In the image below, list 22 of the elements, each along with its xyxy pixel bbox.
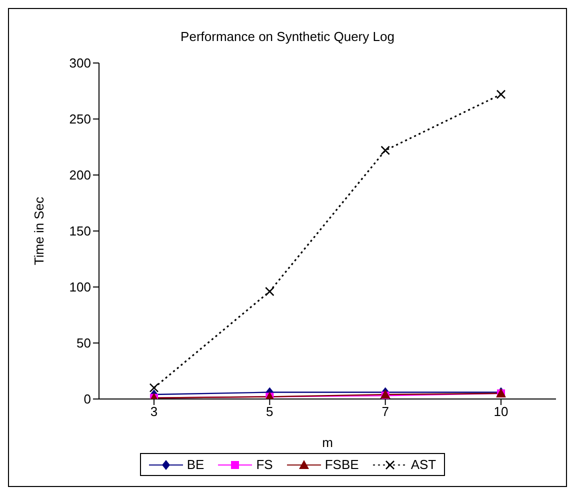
point — [265, 286, 274, 296]
y-tick-label: 150 — [69, 224, 91, 239]
x-tick-label: 3 — [150, 404, 158, 420]
y-tick-label: 0 — [84, 392, 91, 407]
legend-label: FS — [255, 457, 273, 472]
legend-label: BE — [186, 457, 204, 472]
x-tick-label: 7 — [382, 404, 389, 420]
point — [380, 146, 390, 156]
legend-label: AST — [410, 457, 436, 472]
y-tick-label: 300 — [69, 56, 91, 71]
legend-label: FSBE — [324, 457, 359, 472]
y-axis-title: Time in Sec — [32, 196, 47, 266]
point — [149, 383, 159, 392]
point — [496, 90, 506, 100]
y-tick-label: 250 — [69, 112, 91, 127]
x-tick-label: 5 — [266, 404, 274, 420]
y-tick-label: 100 — [69, 280, 91, 295]
x-axis-title: m — [322, 435, 333, 450]
x-tick-label: 10 — [494, 404, 508, 420]
y-tick-label: 50 — [76, 336, 91, 351]
chart-title: Performance on Synthetic Query Log — [180, 29, 396, 46]
y-tick-label: 200 — [69, 168, 91, 183]
